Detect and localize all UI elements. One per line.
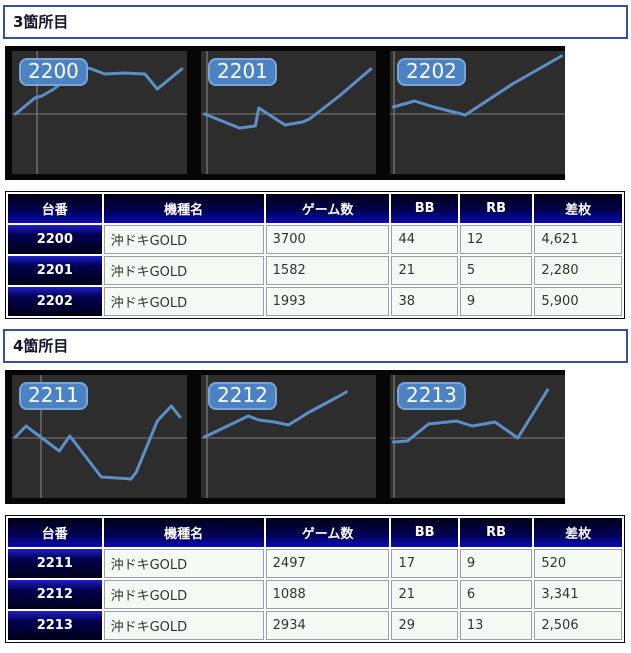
machine-badge: 2211: [19, 382, 88, 410]
trend-panel: 2211: [12, 375, 187, 498]
machine-badge: 2213: [397, 382, 466, 410]
rb-cell: 12: [459, 225, 533, 254]
results-table: 台番 機種名 ゲーム数 BB RB 差枚 2211 沖ドキGOLD 2497 1…: [5, 515, 625, 643]
rb-cell: 13: [459, 611, 533, 640]
column-header-bb: BB: [391, 518, 458, 547]
rb-cell: 9: [459, 549, 533, 578]
machine-id-cell: 2213: [8, 611, 102, 640]
games-cell: 2934: [265, 611, 390, 640]
rb-cell: 6: [459, 580, 533, 609]
column-header-diff: 差枚: [534, 518, 622, 547]
column-header-rb: RB: [459, 518, 533, 547]
bb-cell: 17: [391, 549, 458, 578]
column-header-model: 機種名: [103, 518, 264, 547]
table-row: 2202 沖ドキGOLD 1993 38 9 5,900: [8, 287, 622, 316]
model-cell: 沖ドキGOLD: [103, 580, 264, 609]
column-header-machine: 台番: [8, 518, 102, 547]
table-header-row: 台番 機種名 ゲーム数 BB RB 差枚: [8, 194, 622, 223]
column-header-model: 機種名: [103, 194, 264, 223]
graph-strip: 2200 2201 2202: [5, 46, 565, 180]
machine-badge: 2201: [208, 58, 277, 86]
model-cell: 沖ドキGOLD: [103, 611, 264, 640]
bb-cell: 38: [391, 287, 458, 316]
machine-badge: 2202: [397, 58, 466, 86]
rb-cell: 9: [459, 287, 533, 316]
games-cell: 2497: [265, 549, 390, 578]
table-row: 2211 沖ドキGOLD 2497 17 9 520: [8, 549, 622, 578]
bb-cell: 29: [391, 611, 458, 640]
trend-panel: 2212: [201, 375, 376, 498]
machine-id-cell: 2202: [8, 287, 102, 316]
column-header-rb: RB: [459, 194, 533, 223]
machine-id-cell: 2212: [8, 580, 102, 609]
model-cell: 沖ドキGOLD: [103, 287, 264, 316]
table-row: 2200 沖ドキGOLD 3700 44 12 4,621: [8, 225, 622, 254]
trend-chart: [201, 51, 376, 174]
table-row: 2213 沖ドキGOLD 2934 29 13 2,506: [8, 611, 622, 640]
games-cell: 1088: [265, 580, 390, 609]
trend-chart: [390, 51, 565, 174]
column-header-diff: 差枚: [534, 194, 622, 223]
rb-cell: 5: [459, 256, 533, 285]
diff-cell: 520: [534, 549, 622, 578]
results-table: 台番 機種名 ゲーム数 BB RB 差枚 2200 沖ドキGOLD 3700 4…: [5, 191, 625, 319]
section-title: 4箇所目: [3, 329, 628, 363]
model-cell: 沖ドキGOLD: [103, 225, 264, 254]
trend-panel: 2201: [201, 51, 376, 174]
trend-panel: 2200: [12, 51, 187, 174]
diff-cell: 5,900: [534, 287, 622, 316]
model-cell: 沖ドキGOLD: [103, 256, 264, 285]
section-title: 3箇所目: [3, 5, 628, 39]
machine-id-cell: 2200: [8, 225, 102, 254]
games-cell: 3700: [265, 225, 390, 254]
table-row: 2201 沖ドキGOLD 1582 21 5 2,280: [8, 256, 622, 285]
machine-id-cell: 2211: [8, 549, 102, 578]
column-header-games: ゲーム数: [265, 194, 390, 223]
diff-cell: 3,341: [534, 580, 622, 609]
diff-cell: 4,621: [534, 225, 622, 254]
table-header-row: 台番 機種名 ゲーム数 BB RB 差枚: [8, 518, 622, 547]
bb-cell: 21: [391, 256, 458, 285]
diff-cell: 2,280: [534, 256, 622, 285]
diff-cell: 2,506: [534, 611, 622, 640]
bb-cell: 21: [391, 580, 458, 609]
model-cell: 沖ドキGOLD: [103, 549, 264, 578]
machine-id-cell: 2201: [8, 256, 102, 285]
trend-chart: [201, 375, 376, 498]
trend-panel: 2213: [390, 375, 565, 498]
column-header-games: ゲーム数: [265, 518, 390, 547]
bb-cell: 44: [391, 225, 458, 254]
games-cell: 1993: [265, 287, 390, 316]
trend-panel: 2202: [390, 51, 565, 174]
games-cell: 1582: [265, 256, 390, 285]
trend-chart: [390, 375, 565, 498]
column-header-bb: BB: [391, 194, 458, 223]
graph-strip: 2211 2212 2213: [5, 370, 565, 504]
machine-badge: 2212: [208, 382, 277, 410]
machine-badge: 2200: [19, 58, 88, 86]
column-header-machine: 台番: [8, 194, 102, 223]
table-row: 2212 沖ドキGOLD 1088 21 6 3,341: [8, 580, 622, 609]
